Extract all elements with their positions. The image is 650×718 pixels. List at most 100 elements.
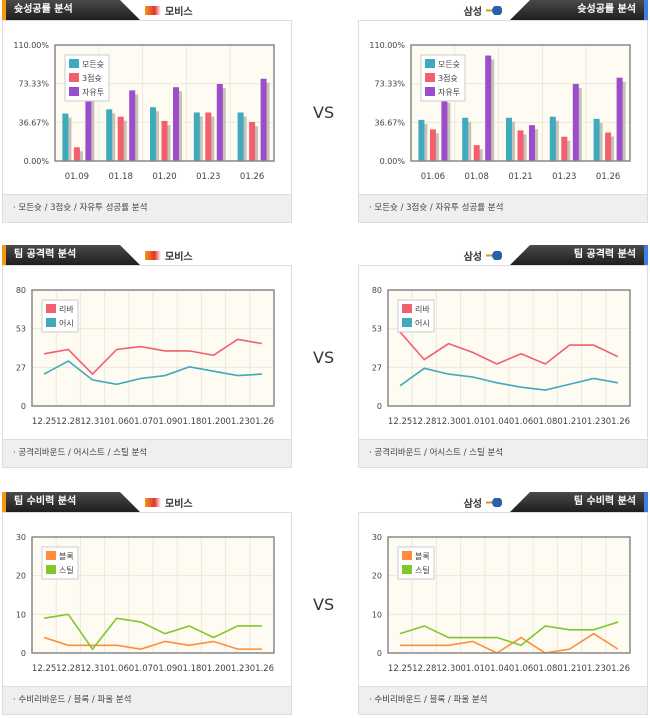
chart-box: 0.00% 36.67% 73.33% 110.00% 01.09 01.18 01.20 0…	[2, 20, 292, 223]
series-line-어시	[399, 367, 619, 391]
chart-footer: · 모든슛 / 3점슛 / 자유투 성공률 분석	[3, 194, 291, 222]
bar-3점슛	[161, 120, 168, 161]
legend-label: 스틸	[59, 565, 74, 575]
legend-swatch	[46, 304, 56, 313]
section-tab: 슛성공률 분석	[2, 0, 140, 20]
x-tick-label: 01.20	[152, 172, 176, 182]
x-tick-label: 01.07	[129, 664, 153, 674]
series-line-리바	[399, 331, 619, 365]
legend-swatch	[425, 73, 435, 82]
team-logo-icon	[145, 6, 161, 15]
y-tick-label: 0	[21, 402, 26, 411]
y-tick-label: 0.00%	[24, 157, 50, 166]
bar-모든슛	[462, 117, 469, 161]
legend-label: 자유투	[438, 88, 460, 97]
y-tick-label: 0	[377, 402, 382, 411]
bar-모든슛	[549, 116, 556, 161]
chart-footer: · 수비리바운드 / 블록 / 파울 분석	[3, 686, 291, 714]
y-tick-label: 10	[16, 610, 26, 619]
bar-자유투	[216, 84, 223, 161]
bar-모든슛	[593, 118, 600, 161]
legend-label: 블록	[59, 551, 74, 561]
x-tick-label: 01.26	[596, 172, 620, 182]
x-tick-label: 01.26	[250, 664, 274, 674]
team-logo-icon	[145, 498, 161, 507]
legend-label: 어시	[415, 318, 430, 328]
x-tick-label: 12.25	[388, 417, 412, 427]
section-2: 팀 수비력 분석 모비스 0 10 20 30 12.25 12.28 12.31 01.06…	[0, 492, 650, 718]
x-tick-label: 12.28	[412, 417, 436, 427]
y-tick-label: 30	[16, 533, 26, 542]
series-line-어시	[43, 360, 262, 386]
bar-3점슛	[117, 116, 124, 161]
section-tab: 팀 공격력 분석	[2, 245, 140, 265]
y-tick-label: 110.00%	[369, 41, 405, 50]
vs-label: VS	[313, 595, 335, 614]
x-tick-label: 01.04	[485, 664, 509, 674]
y-tick-label: 20	[372, 572, 382, 581]
team-logo-icon	[486, 251, 502, 260]
x-tick-label: 12.28	[56, 664, 80, 674]
legend-swatch	[402, 565, 412, 574]
chart-box: 0 27 53 80 12.25 12.28 12.31 01.06 01.07 01.09 01.…	[2, 265, 292, 468]
legend-label: 모든슛	[438, 60, 460, 69]
x-tick-label: 12.28	[56, 417, 80, 427]
section-0: 슛성공률 분석 모비스 0.00% 36.67% 73.33% 110.00% 01.0…	[0, 0, 650, 226]
bar-3점슛	[205, 112, 212, 161]
x-tick-label: 01.26	[240, 172, 264, 182]
y-tick-label: 0	[377, 649, 382, 658]
panel-right: 슛성공률 분석 삼성 0.00% 36.67% 73.33% 110.00% 01.06…	[358, 0, 648, 224]
x-tick-label: 01.18	[109, 172, 133, 182]
legend-label: 리바	[59, 304, 74, 314]
legend-swatch	[46, 565, 56, 574]
x-tick-label: 01.08	[465, 172, 489, 182]
bar-모든슛	[506, 117, 512, 161]
bar-자유투	[485, 55, 492, 161]
team-label: 삼성	[464, 3, 502, 18]
x-tick-label: 01.06	[105, 664, 129, 674]
chart-box: 0.00% 36.67% 73.33% 110.00% 01.06 01.08 01.21 0…	[358, 20, 648, 223]
series-line-스틸	[399, 621, 619, 647]
section-tab: 슛성공률 분석	[510, 0, 648, 20]
x-tick-label: 01.21	[557, 664, 581, 674]
legend-swatch	[46, 318, 56, 327]
x-tick-label: 12.25	[388, 664, 412, 674]
bar-모든슛	[237, 112, 244, 161]
series-line-블록	[400, 632, 619, 654]
chart: 0.00% 36.67% 73.33% 110.00% 01.09 01.18 01.20 0…	[13, 41, 275, 182]
legend-swatch	[69, 59, 79, 68]
legend-swatch	[46, 551, 56, 560]
team-name: 삼성	[463, 252, 482, 263]
section-tab: 팀 공격력 분석	[510, 245, 648, 265]
plot-border	[31, 289, 275, 407]
legend-label: 블록	[415, 551, 430, 561]
bar-자유투	[616, 77, 623, 161]
legend-swatch	[425, 59, 435, 68]
team-name: 모비스	[165, 499, 193, 510]
x-tick-label: 01.09	[153, 664, 177, 674]
y-tick-label: 110.00%	[13, 41, 49, 50]
bar-3점슛	[429, 129, 436, 161]
y-tick-label: 73.33%	[374, 80, 405, 89]
legend-label: 어시	[59, 318, 74, 328]
x-tick-label: 12.31	[80, 664, 104, 674]
bar-자유투	[572, 84, 579, 161]
team-label: 삼성	[464, 248, 502, 263]
panel-left: 팀 공격력 분석 모비스 0 27 53 80 12.25 12.28 12.31 01.06…	[2, 245, 292, 469]
y-tick-label: 20	[16, 572, 26, 581]
legend-swatch	[402, 551, 412, 560]
x-tick-label: 01.23	[226, 417, 250, 427]
bar-모든슛	[106, 109, 113, 161]
y-tick-label: 27	[372, 363, 382, 372]
team-logo-icon	[486, 6, 502, 15]
x-tick-label: 01.06	[421, 172, 445, 182]
series-line-스틸	[43, 613, 262, 651]
y-tick-label: 80	[16, 286, 26, 295]
section-1: 팀 공격력 분석 모비스 0 27 53 80 12.25 12.28 12.31 01.06…	[0, 245, 650, 471]
y-tick-label: 0	[21, 649, 26, 658]
bar-자유투	[441, 98, 448, 161]
